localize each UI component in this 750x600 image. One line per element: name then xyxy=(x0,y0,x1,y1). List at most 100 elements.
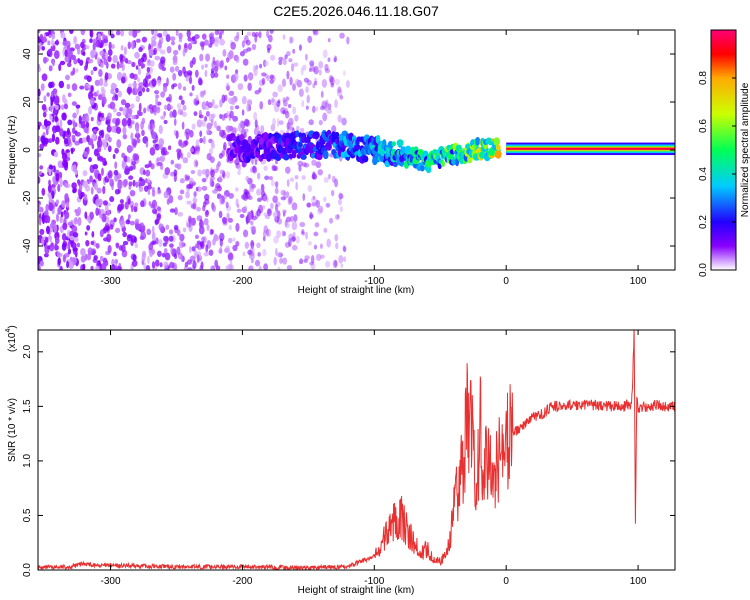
snr-y-tick-label: 0.5 xyxy=(22,508,33,522)
spectrogram-noise-speck xyxy=(287,197,292,205)
spectrogram-noise-speck xyxy=(55,199,60,205)
spectrogram-noise-speck xyxy=(60,32,66,39)
spectrogram-noise-speck xyxy=(126,86,133,95)
spectrogram-noise-speck xyxy=(156,250,162,257)
spectrogram-noise-speck xyxy=(312,30,318,36)
snr-series-line xyxy=(38,330,675,570)
spectrogram-noise-speck xyxy=(180,143,185,148)
spectrogram-noise-speck xyxy=(88,58,94,64)
spectrogram-noise-speck xyxy=(109,224,114,230)
spectrogram-y-label: Frequency (Hz) xyxy=(7,116,18,185)
spectrogram-noise-speck xyxy=(52,109,58,116)
spectrogram-noise-speck xyxy=(162,242,167,247)
spectrogram-noise-speck xyxy=(105,225,110,231)
spectrogram-ridge-blob xyxy=(495,144,501,152)
spectrogram-noise-speck xyxy=(71,83,78,92)
spectrogram-noise-speck xyxy=(242,229,249,238)
spectrogram-noise-speck xyxy=(204,39,209,46)
spectrogram-noise-speck xyxy=(48,193,52,203)
spectrogram-noise-speck xyxy=(173,118,177,126)
spectrogram-noise-speck xyxy=(179,177,185,184)
spectrogram-noise-speck xyxy=(54,236,60,245)
spectrogram-noise-speck xyxy=(46,92,50,97)
spectrogram-noise-speck xyxy=(211,204,216,213)
spectrogram-noise-speck xyxy=(80,255,86,263)
spectrogram-noise-speck xyxy=(241,162,246,168)
spectrogram-noise-speck xyxy=(329,217,334,224)
spectrogram-noise-speck xyxy=(192,260,197,270)
spectrogram-noise-speck xyxy=(126,109,132,119)
spectrogram-noise-speck xyxy=(262,248,267,257)
spectrogram-noise-speck xyxy=(198,220,205,229)
spectrogram-noise-speck xyxy=(114,147,119,154)
spectrogram-noise-speck xyxy=(168,235,174,242)
spectrogram-noise-speck xyxy=(205,53,210,62)
spectrogram-noise-speck xyxy=(274,203,279,213)
spectrogram-noise-speck xyxy=(190,169,196,175)
spectrogram-noise-speck xyxy=(38,264,41,270)
spectrogram-noise-speck xyxy=(219,238,223,247)
spectrogram-noise-speck xyxy=(129,72,135,79)
spectrogram-noise-speck xyxy=(103,141,107,151)
spectrogram-noise-speck xyxy=(327,57,331,62)
spectrogram-noise-speck xyxy=(321,100,327,110)
spectrogram-noise-speck xyxy=(330,82,335,88)
spectrogram-noise-speck xyxy=(59,119,63,128)
spectrogram-noise-speck xyxy=(155,259,160,267)
spectrogram-noise-speck xyxy=(267,208,272,217)
spectrogram-noise-speck xyxy=(199,137,204,144)
spectrogram-noise-speck xyxy=(131,114,137,120)
spectrogram-noise-speck xyxy=(166,198,170,205)
spectrogram-noise-speck xyxy=(72,247,78,252)
spectrogram-noise-speck xyxy=(140,231,147,240)
spectrogram-noise-speck xyxy=(154,90,160,95)
spectrogram-noise-speck xyxy=(305,86,309,94)
spectrogram-noise-speck xyxy=(293,214,298,222)
spectrogram-noise-speck xyxy=(128,30,134,36)
spectrogram-noise-speck xyxy=(303,77,310,83)
spectrogram-heatmap xyxy=(38,30,675,270)
spectrogram-noise-speck xyxy=(291,236,296,243)
spectrogram-noise-speck xyxy=(283,99,288,107)
spectrogram-noise-speck xyxy=(89,38,93,44)
spectrogram-noise-speck xyxy=(76,242,81,248)
colorbar: 0.0 0.2 0.4 0.6 0.8 Normalized spectral ampl… xyxy=(698,29,750,277)
spectrogram-noise-speck xyxy=(175,130,179,139)
spectrogram-noise-speck xyxy=(314,198,318,205)
spectrogram-noise-speck xyxy=(80,30,86,36)
spectrogram-noise-speck xyxy=(95,198,101,207)
spectrogram-noise-speck xyxy=(276,118,280,127)
spectrogram-noise-speck xyxy=(259,101,264,110)
spectrogram-noise-speck xyxy=(95,39,101,48)
spectrogram-noise-speck xyxy=(135,181,139,188)
spectrogram-noise-speck xyxy=(235,187,239,192)
snr-y-multiplier-exp: 4 xyxy=(5,329,12,333)
spectrogram-noise-speck xyxy=(260,183,265,193)
spectrogram-noise-speck xyxy=(333,57,337,63)
spectrogram-noise-speck xyxy=(338,192,343,200)
spectrogram-noise-speck xyxy=(301,229,305,235)
spectrogram-noise-speck xyxy=(62,254,67,263)
spectrogram-noise-speck xyxy=(109,196,115,203)
spectrogram-noise-speck xyxy=(225,265,231,270)
spectrogram-noise-speck xyxy=(92,66,98,72)
spectrogram-noise-speck xyxy=(111,44,115,49)
spectrogram-noise-speck xyxy=(58,80,65,89)
spectrogram-noise-speck xyxy=(286,179,290,187)
spectrogram-noise-speck xyxy=(314,77,318,83)
spectrogram-noise-speck xyxy=(253,67,258,77)
spectrogram-noise-speck xyxy=(306,202,312,208)
spectrogram-noise-speck xyxy=(251,215,257,221)
spectrogram-noise-speck xyxy=(67,44,71,52)
spectrogram-noise-speck xyxy=(71,101,77,106)
spectrogram-ridge-blob xyxy=(235,144,240,152)
spectrogram-noise-speck xyxy=(205,110,210,117)
spectrogram-noise-speck xyxy=(180,99,185,106)
spectrogram-noise-speck xyxy=(167,145,172,151)
spectrogram-noise-speck xyxy=(166,77,169,87)
spectrogram-noise-speck xyxy=(116,71,123,81)
spectrogram-ridge-blob xyxy=(300,154,307,160)
spectrogram-noise-speck xyxy=(158,138,165,147)
spectrogram-noise-speck xyxy=(304,255,310,260)
spectrogram-noise-speck xyxy=(134,51,140,59)
